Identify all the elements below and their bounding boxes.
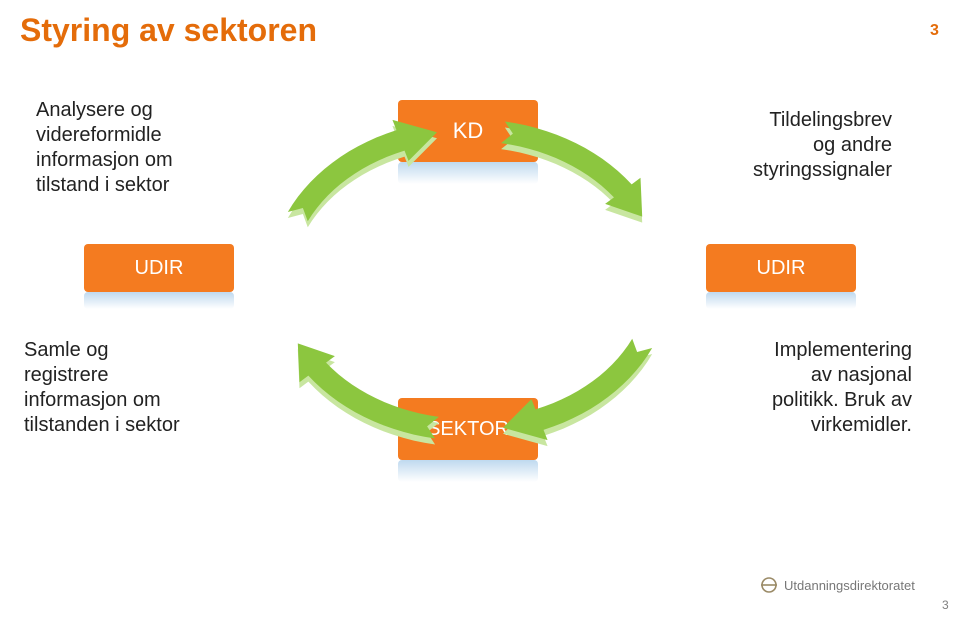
text-tl-line: videreformidle	[36, 123, 173, 148]
text-tl-line: tilstand i sektor	[36, 173, 173, 198]
cycle-arrow	[503, 339, 652, 440]
box-udir-l: UDIR	[84, 244, 234, 292]
text-bl-line: informasjon om	[24, 388, 180, 413]
text-tl-line: informasjon om	[36, 148, 173, 173]
cycle-diagram	[240, 100, 700, 460]
text-tl: Analysere ogvidereformidleinformasjon om…	[36, 98, 173, 198]
text-bl-line: tilstanden i sektor	[24, 413, 180, 438]
box-udir-l-label: UDIR	[135, 257, 184, 280]
box-sektor-shadow	[398, 460, 538, 482]
logo-icon	[760, 576, 778, 594]
text-bl-line: Samle og	[24, 338, 180, 363]
box-udir-l-shadow	[84, 292, 234, 309]
box-udir-r-label: UDIR	[757, 257, 806, 280]
box-udir-r: UDIR	[706, 244, 856, 292]
logo-text: Utdanningsdirektoratet	[784, 578, 915, 593]
page-title: Styring av sektoren	[20, 14, 317, 46]
box-udir-r-shadow	[706, 292, 856, 309]
text-bl-line: registrere	[24, 363, 180, 388]
text-tl-line: Analysere og	[36, 98, 173, 123]
logo: Utdanningsdirektoratet	[760, 576, 915, 594]
page-number-bottom: 3	[942, 598, 949, 612]
text-bl: Samle ogregistrereinformasjon omtilstand…	[24, 338, 180, 438]
page-number-top: 3	[930, 22, 939, 40]
